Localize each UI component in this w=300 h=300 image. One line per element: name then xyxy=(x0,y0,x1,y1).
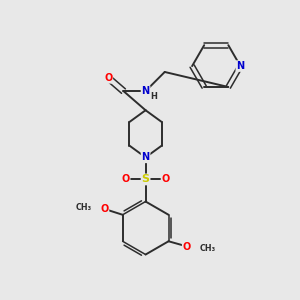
Text: O: O xyxy=(104,73,112,83)
Text: CH₃: CH₃ xyxy=(76,203,92,212)
Text: S: S xyxy=(142,174,150,184)
Text: N: N xyxy=(236,61,244,71)
Text: O: O xyxy=(122,174,130,184)
Text: N: N xyxy=(142,86,150,96)
Text: N: N xyxy=(142,152,150,162)
Text: O: O xyxy=(100,204,109,214)
Text: H: H xyxy=(150,92,157,101)
Text: O: O xyxy=(161,174,170,184)
Text: CH₃: CH₃ xyxy=(199,244,215,253)
Text: O: O xyxy=(183,242,191,252)
